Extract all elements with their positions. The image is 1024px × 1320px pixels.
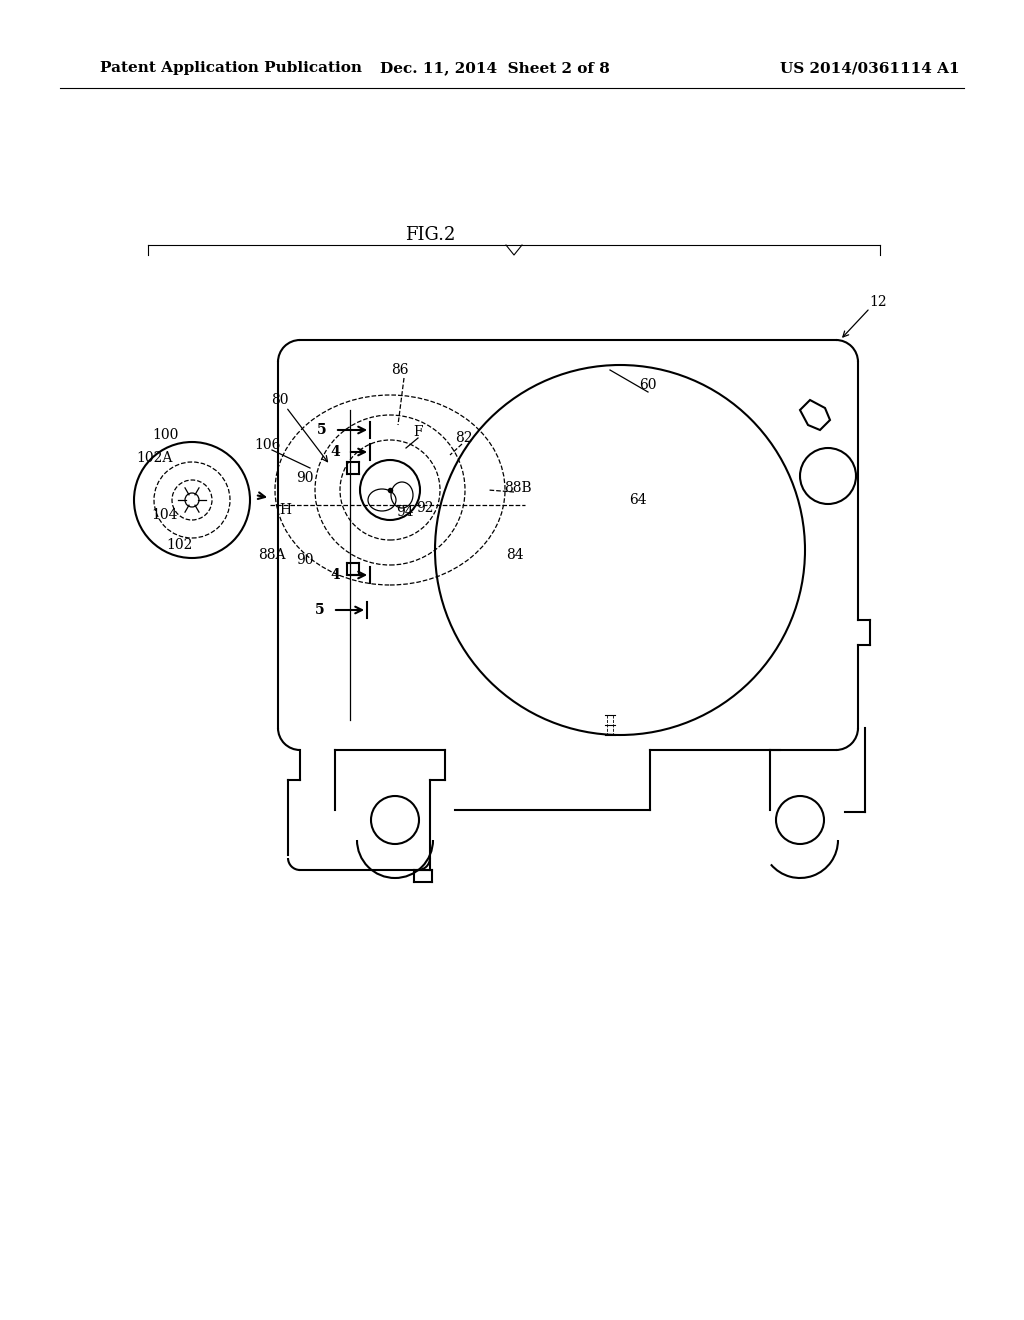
Text: 4: 4 — [331, 445, 340, 459]
Text: 12: 12 — [869, 294, 887, 309]
Text: 64: 64 — [629, 492, 647, 507]
Text: 102A: 102A — [137, 451, 173, 465]
Text: 90: 90 — [296, 471, 313, 484]
Text: US 2014/0361114 A1: US 2014/0361114 A1 — [780, 61, 959, 75]
Text: 106: 106 — [255, 438, 282, 451]
Text: 4: 4 — [331, 568, 340, 582]
Text: 80: 80 — [271, 393, 289, 407]
Text: 92: 92 — [416, 502, 434, 515]
Text: Patent Application Publication: Patent Application Publication — [100, 61, 362, 75]
Text: 90: 90 — [296, 553, 313, 568]
Text: 86: 86 — [391, 363, 409, 378]
Text: H: H — [279, 503, 291, 517]
Text: F: F — [414, 425, 423, 440]
Text: 104: 104 — [152, 508, 178, 521]
Text: 88A: 88A — [258, 548, 286, 562]
Text: 84: 84 — [506, 548, 524, 562]
Text: 5: 5 — [317, 422, 327, 437]
Text: 100: 100 — [152, 428, 178, 442]
Text: FIG.2: FIG.2 — [404, 226, 456, 244]
Text: 88B: 88B — [504, 480, 531, 495]
Text: Dec. 11, 2014  Sheet 2 of 8: Dec. 11, 2014 Sheet 2 of 8 — [380, 61, 610, 75]
Text: 82: 82 — [456, 432, 473, 445]
Text: 60: 60 — [639, 378, 656, 392]
Text: 5: 5 — [315, 603, 325, 616]
Text: 102: 102 — [167, 539, 194, 552]
Text: 94: 94 — [396, 506, 414, 519]
